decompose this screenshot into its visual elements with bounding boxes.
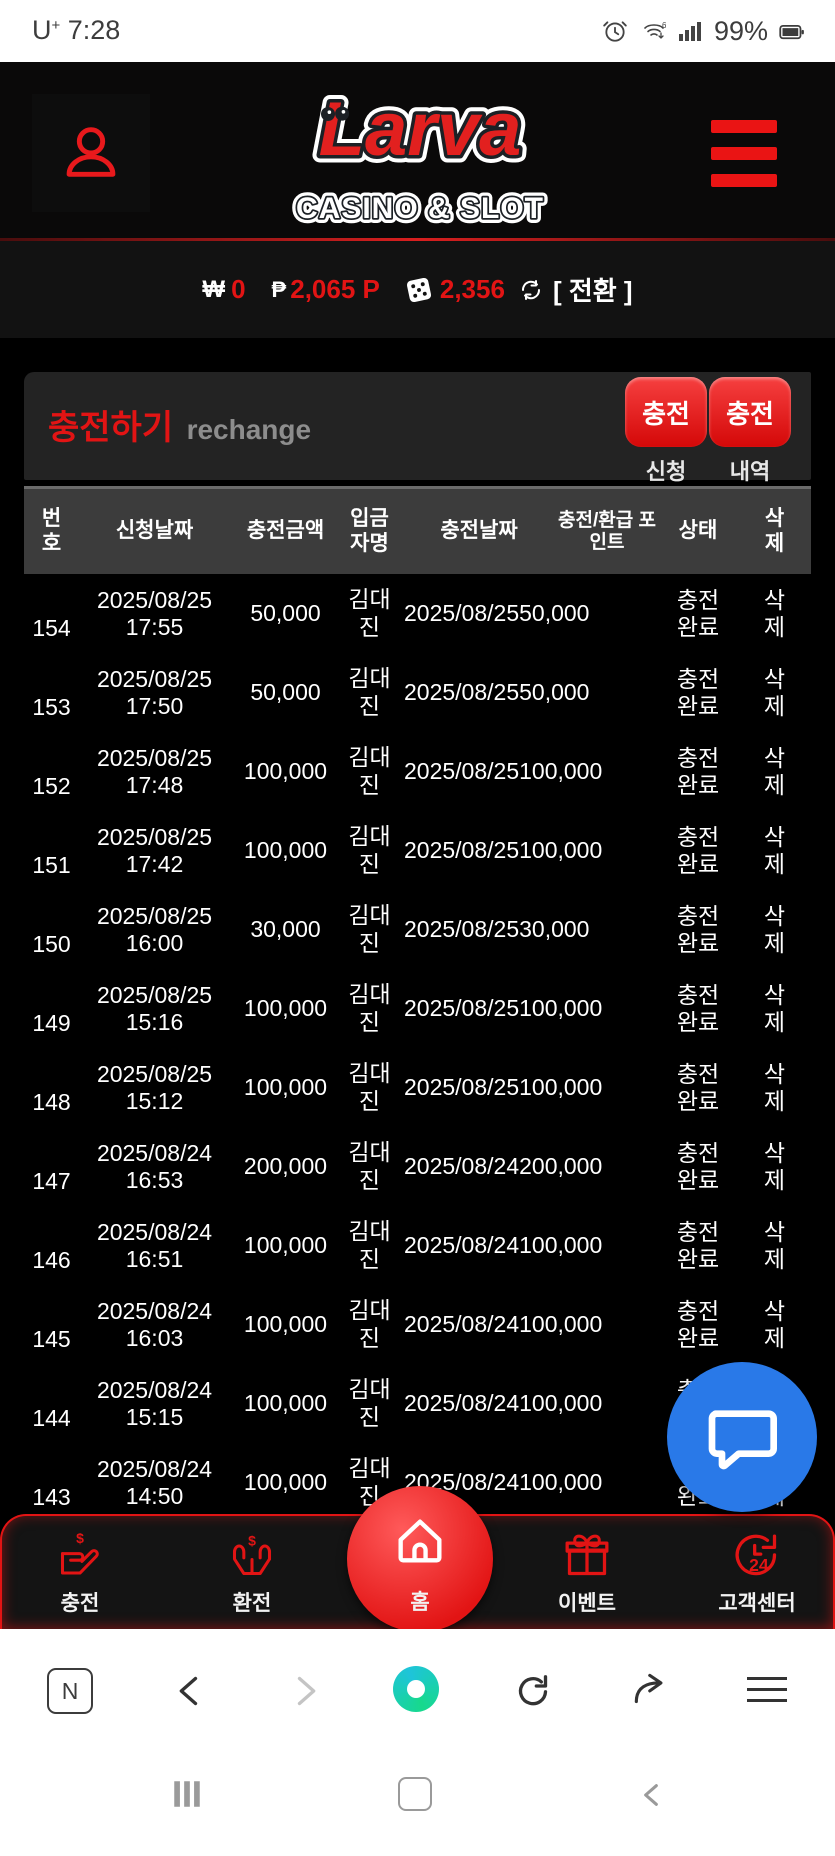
svg-text:6: 6 (662, 21, 666, 30)
svg-text:Larva: Larva (319, 87, 522, 172)
svg-text:$: $ (76, 1530, 84, 1546)
svg-text:24: 24 (749, 1555, 769, 1575)
svg-text:CASINO & SLOT: CASINO & SLOT (296, 192, 544, 225)
svg-text:$: $ (248, 1533, 256, 1549)
